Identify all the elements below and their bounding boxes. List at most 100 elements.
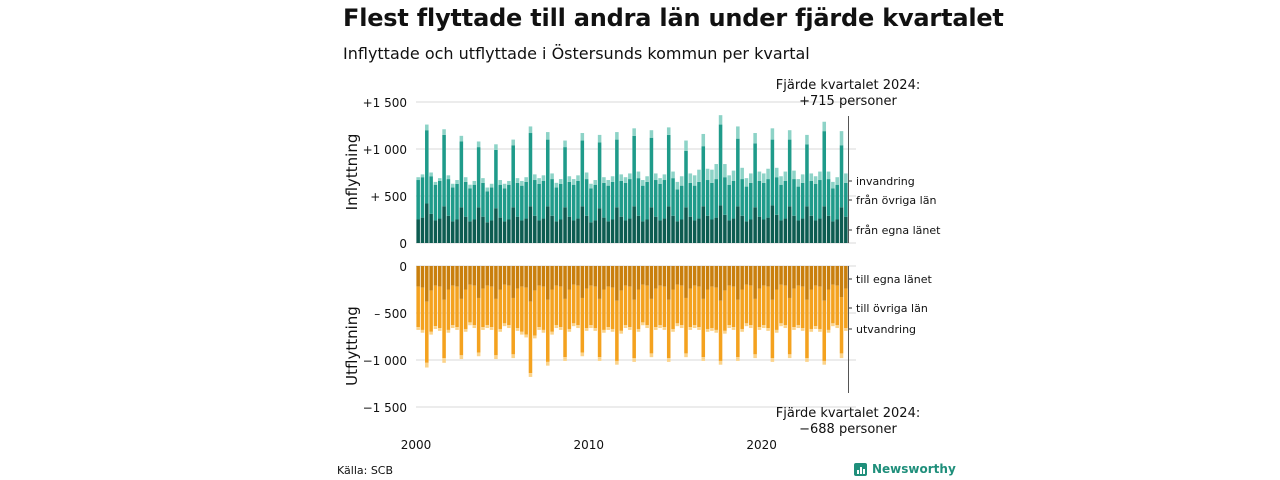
bar-in-egna — [528, 206, 533, 243]
bar-in-egna — [697, 218, 701, 243]
bar-out-egna — [749, 266, 753, 286]
bar-in-ovriga — [420, 177, 425, 218]
bar-out-ovriga — [494, 298, 498, 356]
bar-in-ovriga — [705, 180, 710, 216]
bar-in-ovriga — [515, 182, 520, 217]
bar-in-ovriga — [727, 184, 731, 221]
bar-in-egna — [558, 219, 563, 243]
bar-in-invandring — [433, 181, 438, 185]
bar-out-utvandring — [524, 334, 528, 338]
bar-in-invandring — [831, 181, 835, 189]
bar-in-ovriga — [666, 134, 671, 207]
bar-out-utvandring — [437, 328, 442, 331]
series-label-bottom: till övriga län — [856, 302, 928, 315]
bar-in-egna — [455, 219, 459, 243]
bar-in-egna — [533, 215, 537, 243]
bar-out-egna — [524, 266, 528, 288]
bar-out-utvandring — [766, 328, 770, 331]
bar-out-ovriga — [606, 286, 611, 328]
bar-out-egna — [437, 266, 442, 287]
bar-out-egna — [714, 266, 719, 288]
bar-in-egna — [645, 219, 649, 243]
bar-out-ovriga — [736, 299, 740, 358]
bar-in-egna — [675, 221, 680, 243]
bar-in-invandring — [541, 175, 546, 181]
bar-in-invandring — [420, 174, 425, 178]
bar-in-egna — [649, 207, 654, 243]
bar-out-egna — [459, 266, 464, 299]
bar-in-egna — [628, 218, 632, 243]
bar-in-ovriga — [749, 182, 753, 220]
bar-out-egna — [766, 266, 770, 287]
bar-out-egna — [511, 266, 515, 298]
bar-out-utvandring — [727, 325, 731, 329]
bar-out-utvandring — [705, 328, 710, 332]
bar-out-egna — [507, 266, 511, 286]
bar-out-utvandring — [463, 328, 468, 332]
bar-in-egna — [826, 215, 831, 243]
bar-out-utvandring — [813, 326, 818, 329]
y-tick-label-bottom: 0 — [399, 260, 407, 274]
bar-in-ovriga — [692, 185, 697, 221]
bar-in-ovriga — [809, 180, 814, 216]
bar-in-egna — [710, 219, 714, 243]
bar-out-utvandring — [537, 327, 541, 330]
bar-out-utvandring — [761, 325, 766, 329]
bar-out-egna — [498, 266, 503, 290]
bar-out-egna — [602, 266, 606, 290]
bar-in-egna — [498, 217, 503, 243]
bar-out-utvandring — [753, 354, 757, 359]
bar-in-ovriga — [684, 150, 688, 208]
bar-out-egna — [455, 266, 459, 287]
bar-in-egna — [666, 206, 671, 243]
bar-in-ovriga — [589, 188, 593, 223]
bar-out-egna — [813, 266, 818, 286]
bar-in-ovriga — [774, 177, 779, 215]
bar-in-invandring — [533, 174, 537, 181]
bar-in-ovriga — [533, 180, 537, 216]
bar-out-utvandring — [442, 358, 446, 363]
bar-out-ovriga — [472, 285, 477, 326]
bar-out-ovriga — [442, 299, 446, 359]
bar-out-utvandring — [710, 328, 714, 331]
bar-out-ovriga — [796, 285, 801, 326]
bar-in-egna — [835, 219, 839, 243]
bar-out-utvandring — [615, 360, 619, 365]
bar-in-invandring — [481, 178, 485, 183]
bar-out-egna — [481, 266, 485, 289]
bar-out-utvandring — [628, 327, 632, 330]
y-tick-label-top: +1 500 — [363, 96, 407, 110]
bar-in-ovriga — [489, 187, 494, 221]
bar-in-egna — [589, 222, 593, 243]
bar-out-ovriga — [450, 285, 455, 326]
bar-in-invandring — [429, 172, 433, 177]
bar-out-ovriga — [697, 286, 701, 328]
source-note: Källa: SCB — [337, 464, 394, 477]
bar-in-ovriga — [783, 180, 788, 219]
bar-in-invandring — [740, 167, 744, 180]
bar-out-egna — [558, 266, 563, 287]
bar-in-ovriga — [813, 183, 818, 221]
bar-out-egna — [571, 266, 576, 285]
bar-in-invandring — [537, 178, 541, 184]
bar-out-egna — [589, 266, 593, 286]
bar-out-utvandring — [779, 323, 783, 327]
bar-out-egna — [606, 266, 611, 287]
bar-out-egna — [597, 266, 602, 299]
bar-in-egna — [818, 218, 822, 243]
bar-out-ovriga — [550, 289, 554, 332]
newsworthy-logo[interactable]: Newsworthy — [854, 462, 956, 476]
bar-in-ovriga — [761, 182, 766, 220]
bar-in-invandring — [641, 180, 645, 186]
bar-out-ovriga — [723, 290, 727, 331]
bar-in-ovriga — [653, 180, 658, 217]
bar-in-invandring — [718, 115, 723, 125]
bar-out-ovriga — [507, 285, 511, 326]
bar-out-egna — [710, 266, 714, 287]
bar-out-egna — [619, 266, 623, 291]
bar-out-utvandring — [533, 335, 537, 339]
bar-in-egna — [736, 206, 740, 243]
bar-out-ovriga — [766, 286, 770, 329]
bar-in-ovriga — [425, 130, 429, 204]
bar-in-invandring — [610, 176, 615, 182]
